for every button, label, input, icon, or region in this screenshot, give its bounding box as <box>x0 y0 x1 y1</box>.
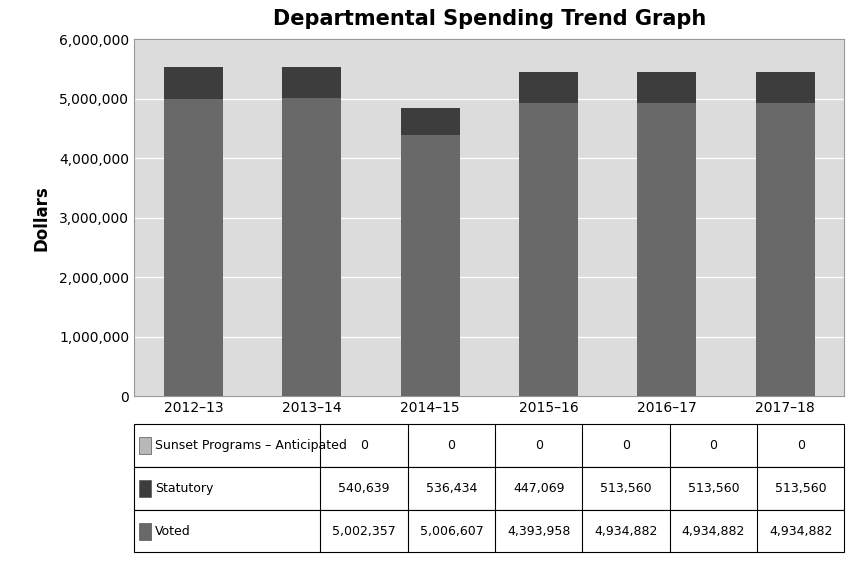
Text: 4,934,882: 4,934,882 <box>769 524 832 538</box>
Text: 0: 0 <box>360 439 368 452</box>
Text: 447,069: 447,069 <box>513 482 565 495</box>
Text: 4,934,882: 4,934,882 <box>594 524 658 538</box>
Title: Departmental Spending Trend Graph: Departmental Spending Trend Graph <box>273 10 706 29</box>
Text: 4,934,882: 4,934,882 <box>682 524 745 538</box>
Text: 5,002,357: 5,002,357 <box>333 524 396 538</box>
Text: 0: 0 <box>709 439 717 452</box>
Text: 536,434: 536,434 <box>426 482 477 495</box>
Text: 513,560: 513,560 <box>775 482 826 495</box>
Bar <box>519 103 578 396</box>
Text: 0: 0 <box>534 439 543 452</box>
Text: 0: 0 <box>797 439 805 452</box>
Text: 0: 0 <box>622 439 630 452</box>
Text: Statutory: Statutory <box>155 482 213 495</box>
Bar <box>755 72 815 103</box>
Text: 0: 0 <box>448 439 456 452</box>
Text: 540,639: 540,639 <box>339 482 390 495</box>
Bar <box>755 103 815 396</box>
Text: 513,560: 513,560 <box>600 482 652 495</box>
Text: Voted: Voted <box>155 524 191 538</box>
Text: Sunset Programs – Anticipated: Sunset Programs – Anticipated <box>155 439 347 452</box>
Bar <box>282 98 341 396</box>
Bar <box>637 72 696 103</box>
Y-axis label: Dollars: Dollars <box>33 185 51 251</box>
Bar <box>282 66 341 98</box>
Text: 4,393,958: 4,393,958 <box>507 524 571 538</box>
Text: 5,006,607: 5,006,607 <box>419 524 483 538</box>
Text: 513,560: 513,560 <box>688 482 740 495</box>
Bar <box>400 135 460 396</box>
Bar <box>164 99 223 396</box>
Bar <box>519 72 578 103</box>
Bar <box>400 108 460 135</box>
Bar <box>164 66 223 99</box>
Bar <box>637 103 696 396</box>
